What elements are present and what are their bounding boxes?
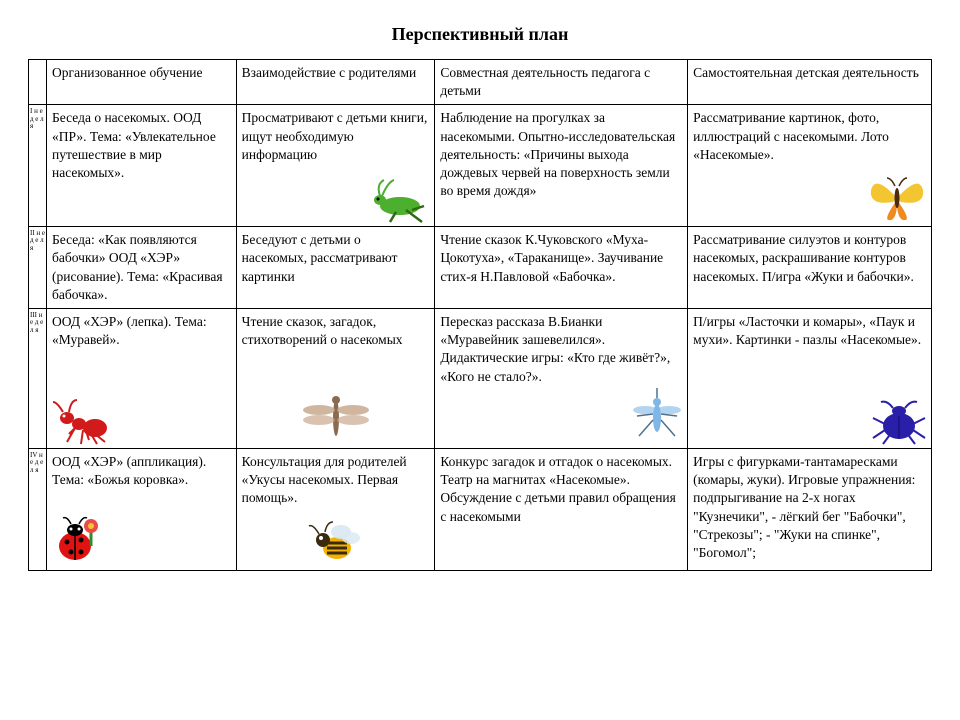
cell-independent: Рассматривание силуэтов и контуров насек… — [688, 227, 932, 309]
table-row: II н е д е л я Беседа: «Как появляются б… — [29, 227, 932, 309]
week-label: II н е д е л я — [29, 227, 47, 309]
cell-independent: Игры с фигурками-тантамаресками (комары,… — [688, 448, 932, 570]
week-label: I н е д е л я — [29, 105, 47, 227]
plan-table: Организованное обучение Взаимодействие с… — [28, 59, 932, 571]
header-col-joint: Совместная деятельность педагога с детьм… — [435, 60, 688, 105]
cell-text: Рассматривание силуэтов и контуров насек… — [693, 232, 914, 283]
week-label: IV н е д е л я — [29, 448, 47, 570]
cell-joint: Наблюдение на прогулках за насекомыми. О… — [435, 105, 688, 227]
cell-joint: Пересказ рассказа В.Бианки «Муравейник з… — [435, 308, 688, 448]
cell-organized: ООД «ХЭР» (лепка). Тема: «Муравей». — [47, 308, 237, 448]
cell-independent: Рассматривание картинок, фото, иллюстрац… — [688, 105, 932, 227]
cell-text: Наблюдение на прогулках за насекомыми. О… — [440, 110, 675, 198]
cell-text: Консультация для родителей «Укусы насеко… — [242, 454, 407, 505]
ladybug-icon — [51, 512, 115, 568]
cell-text: Беседа о насекомых. ООД «ПР». Тема: «Увл… — [52, 110, 216, 180]
beetle-icon — [871, 398, 927, 446]
butterfly-icon — [867, 172, 927, 224]
bee-icon — [307, 516, 365, 568]
cell-organized: Беседа о насекомых. ООД «ПР». Тема: «Увл… — [47, 105, 237, 227]
cell-text: ООД «ХЭР» (аппликация). Тема: «Божья кор… — [52, 454, 206, 487]
cell-text: Просматривают с детьми книги, ищут необх… — [242, 110, 428, 161]
cell-parents: Беседуют с детьми о насекомых, рассматри… — [236, 227, 435, 309]
cell-text: Чтение сказок К.Чуковского «Муха-Цокотух… — [440, 232, 663, 283]
cell-organized: Беседа: «Как появляются бабочки» ООД «ХЭ… — [47, 227, 237, 309]
cell-text: Беседа: «Как появляются бабочки» ООД «ХЭ… — [52, 232, 223, 302]
cell-joint: Конкурс загадок и отгадок о насекомых. Т… — [435, 448, 688, 570]
cell-text: П/игры «Ласточки и комары», «Паук и мухи… — [693, 314, 921, 347]
cell-independent: П/игры «Ласточки и комары», «Паук и мухи… — [688, 308, 932, 448]
cell-text: Рассматривание картинок, фото, иллюстрац… — [693, 110, 889, 161]
cell-text: Конкурс загадок и отгадок о насекомых. Т… — [440, 454, 676, 524]
cell-parents: Просматривают с детьми книги, ищут необх… — [236, 105, 435, 227]
header-col-organized: Организованное обучение — [47, 60, 237, 105]
table-row: I н е д е л я Беседа о насекомых. ООД «П… — [29, 105, 932, 227]
cell-joint: Чтение сказок К.Чуковского «Муха-Цокотух… — [435, 227, 688, 309]
table-row: IV н е д е л я ООД «ХЭР» (аппликация). Т… — [29, 448, 932, 570]
cell-text: Пересказ рассказа В.Бианки «Муравейник з… — [440, 314, 670, 384]
header-col-parents: Взаимодействие с родителями — [236, 60, 435, 105]
cell-text: ООД «ХЭР» (лепка). Тема: «Муравей». — [52, 314, 207, 347]
ant-icon — [51, 396, 111, 446]
cell-text: Беседуют с детьми о насекомых, рассматри… — [242, 232, 398, 283]
header-col-independent: Самостоятельная детская деятельность — [688, 60, 932, 105]
table-row: III н е д е л я ООД «ХЭР» (лепка). Тема:… — [29, 308, 932, 448]
cell-organized: ООД «ХЭР» (аппликация). Тема: «Божья кор… — [47, 448, 237, 570]
header-blank — [29, 60, 47, 105]
mosquito-icon — [631, 386, 683, 446]
cell-text: Игры с фигурками-тантамаресками (комары,… — [693, 454, 915, 560]
page-title: Перспективный план — [28, 24, 932, 45]
grasshopper-icon — [366, 176, 430, 224]
cell-parents: Чтение сказок, загадок, стихотворений о … — [236, 308, 435, 448]
dragonfly-icon — [301, 390, 371, 446]
cell-parents: Консультация для родителей «Укусы насеко… — [236, 448, 435, 570]
table-header-row: Организованное обучение Взаимодействие с… — [29, 60, 932, 105]
cell-text: Чтение сказок, загадок, стихотворений о … — [242, 314, 403, 347]
week-label: III н е д е л я — [29, 308, 47, 448]
